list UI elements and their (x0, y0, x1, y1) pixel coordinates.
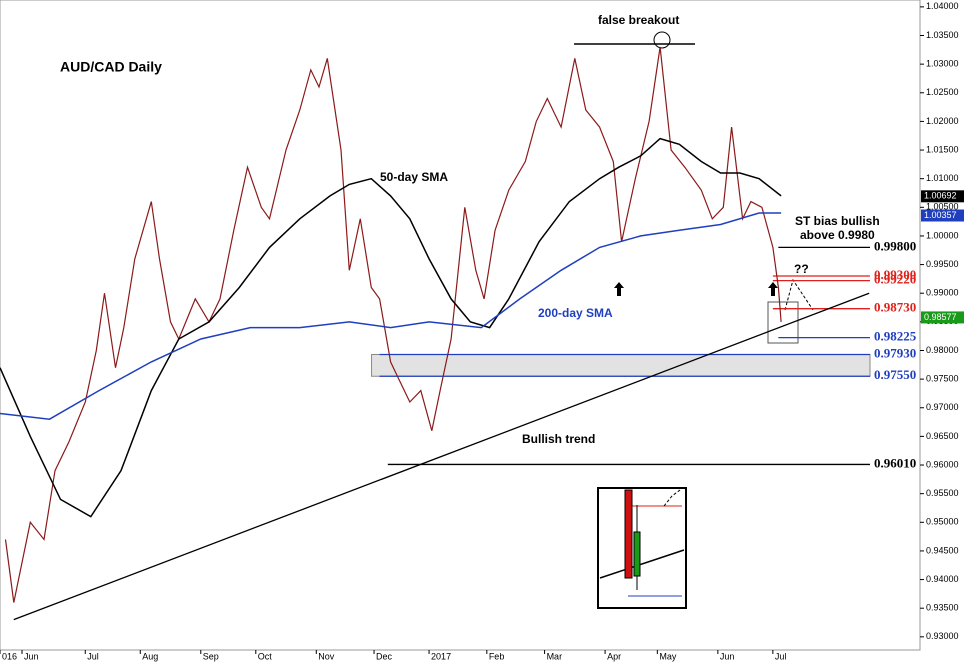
y-tick-label: 0.97000 (926, 402, 959, 412)
y-tick-label: 0.95000 (926, 517, 959, 527)
level-label: 0.98730 (874, 300, 916, 315)
y-tick-label: 1.02500 (926, 87, 959, 97)
x-tick-label: Nov (318, 651, 335, 661)
x-tick-label: Sep (203, 651, 219, 661)
y-tick-label: 0.95500 (926, 488, 959, 498)
annotation: false breakout (598, 13, 679, 27)
y-tick-label: 1.00000 (926, 230, 959, 240)
y-tick-label: 1.04000 (926, 1, 959, 11)
x-tick-label: Oct (258, 651, 273, 661)
sma-line (0, 137, 782, 518)
annotation: 50-day SMA (380, 170, 448, 184)
axis-tag (921, 311, 964, 324)
sma-line (0, 212, 782, 420)
x-tick-label: Jul (87, 651, 99, 661)
y-tick-label: 1.03000 (926, 59, 959, 69)
axis-tag-label: 1.00692 (924, 191, 957, 201)
y-tick-label: 0.97500 (926, 373, 959, 383)
x-tick-label: Apr (607, 651, 621, 661)
y-tick-label: 0.98000 (926, 345, 959, 355)
arrow-up (614, 282, 624, 296)
inset-arrow (663, 489, 681, 507)
level-label: 0.99800 (874, 238, 916, 253)
y-tick-label: 0.99000 (926, 288, 959, 298)
x-tick-label: Jun (720, 651, 735, 661)
highlight-box (767, 301, 799, 344)
y-tick-label: 0.99500 (926, 259, 959, 269)
x-tick-label: Feb (489, 651, 505, 661)
y-tick-label: 1.00500 (926, 202, 959, 212)
chart-title: AUD/CAD Daily (60, 59, 162, 75)
axis-tag (921, 190, 964, 203)
level-label: 0.96010 (874, 455, 916, 470)
y-tick-label: 0.94500 (926, 545, 959, 555)
x-tick-label: Jul (775, 651, 787, 661)
trend-line (13, 292, 870, 621)
annotation: ST bias bullish (795, 214, 880, 228)
y-tick-label: 1.01000 (926, 173, 959, 183)
x-tick-label: Mar (547, 651, 563, 661)
y-tick-label: 0.93500 (926, 603, 959, 613)
x-tick-label: 016 (2, 651, 17, 661)
axis-tag-label: 1.00357 (924, 210, 957, 220)
price-line (4, 46, 782, 603)
support-zone (371, 353, 871, 377)
y-tick-label: 0.96000 (926, 459, 959, 469)
inset-candle (624, 489, 633, 579)
level-label: 0.99300 (874, 267, 916, 282)
y-tick-label: 1.02000 (926, 116, 959, 126)
inset-frame (597, 487, 687, 609)
x-tick-label: Jun (24, 651, 39, 661)
y-tick-label: 0.93000 (926, 631, 959, 641)
annotation: 200-day SMA (538, 306, 613, 320)
axis-tag (921, 209, 964, 222)
inset-line (599, 549, 685, 579)
level-label: 0.97550 (874, 367, 916, 382)
level-label: 0.98225 (874, 329, 917, 344)
x-tick-label: May (659, 651, 677, 661)
inset-candle (633, 531, 641, 577)
y-tick-label: 0.96500 (926, 431, 959, 441)
y-tick-label: 1.01500 (926, 144, 959, 154)
level-label: 0.97930 (874, 345, 916, 360)
axis-tag-label: 0.98577 (924, 312, 957, 322)
y-tick-label: 1.03500 (926, 30, 959, 40)
arrow-up (768, 282, 778, 296)
x-tick-label: 2017 (431, 651, 451, 661)
annotation: ?? (794, 262, 809, 276)
annotation: above 0.9980 (800, 228, 875, 242)
breakout-circle (653, 31, 671, 49)
level-label: 0.99220 (874, 272, 916, 287)
x-tick-label: Aug (142, 651, 158, 661)
annotation: Bullish trend (522, 432, 595, 446)
x-tick-label: Dec (376, 651, 393, 661)
y-tick-label: 0.94000 (926, 574, 959, 584)
inset (597, 487, 687, 609)
